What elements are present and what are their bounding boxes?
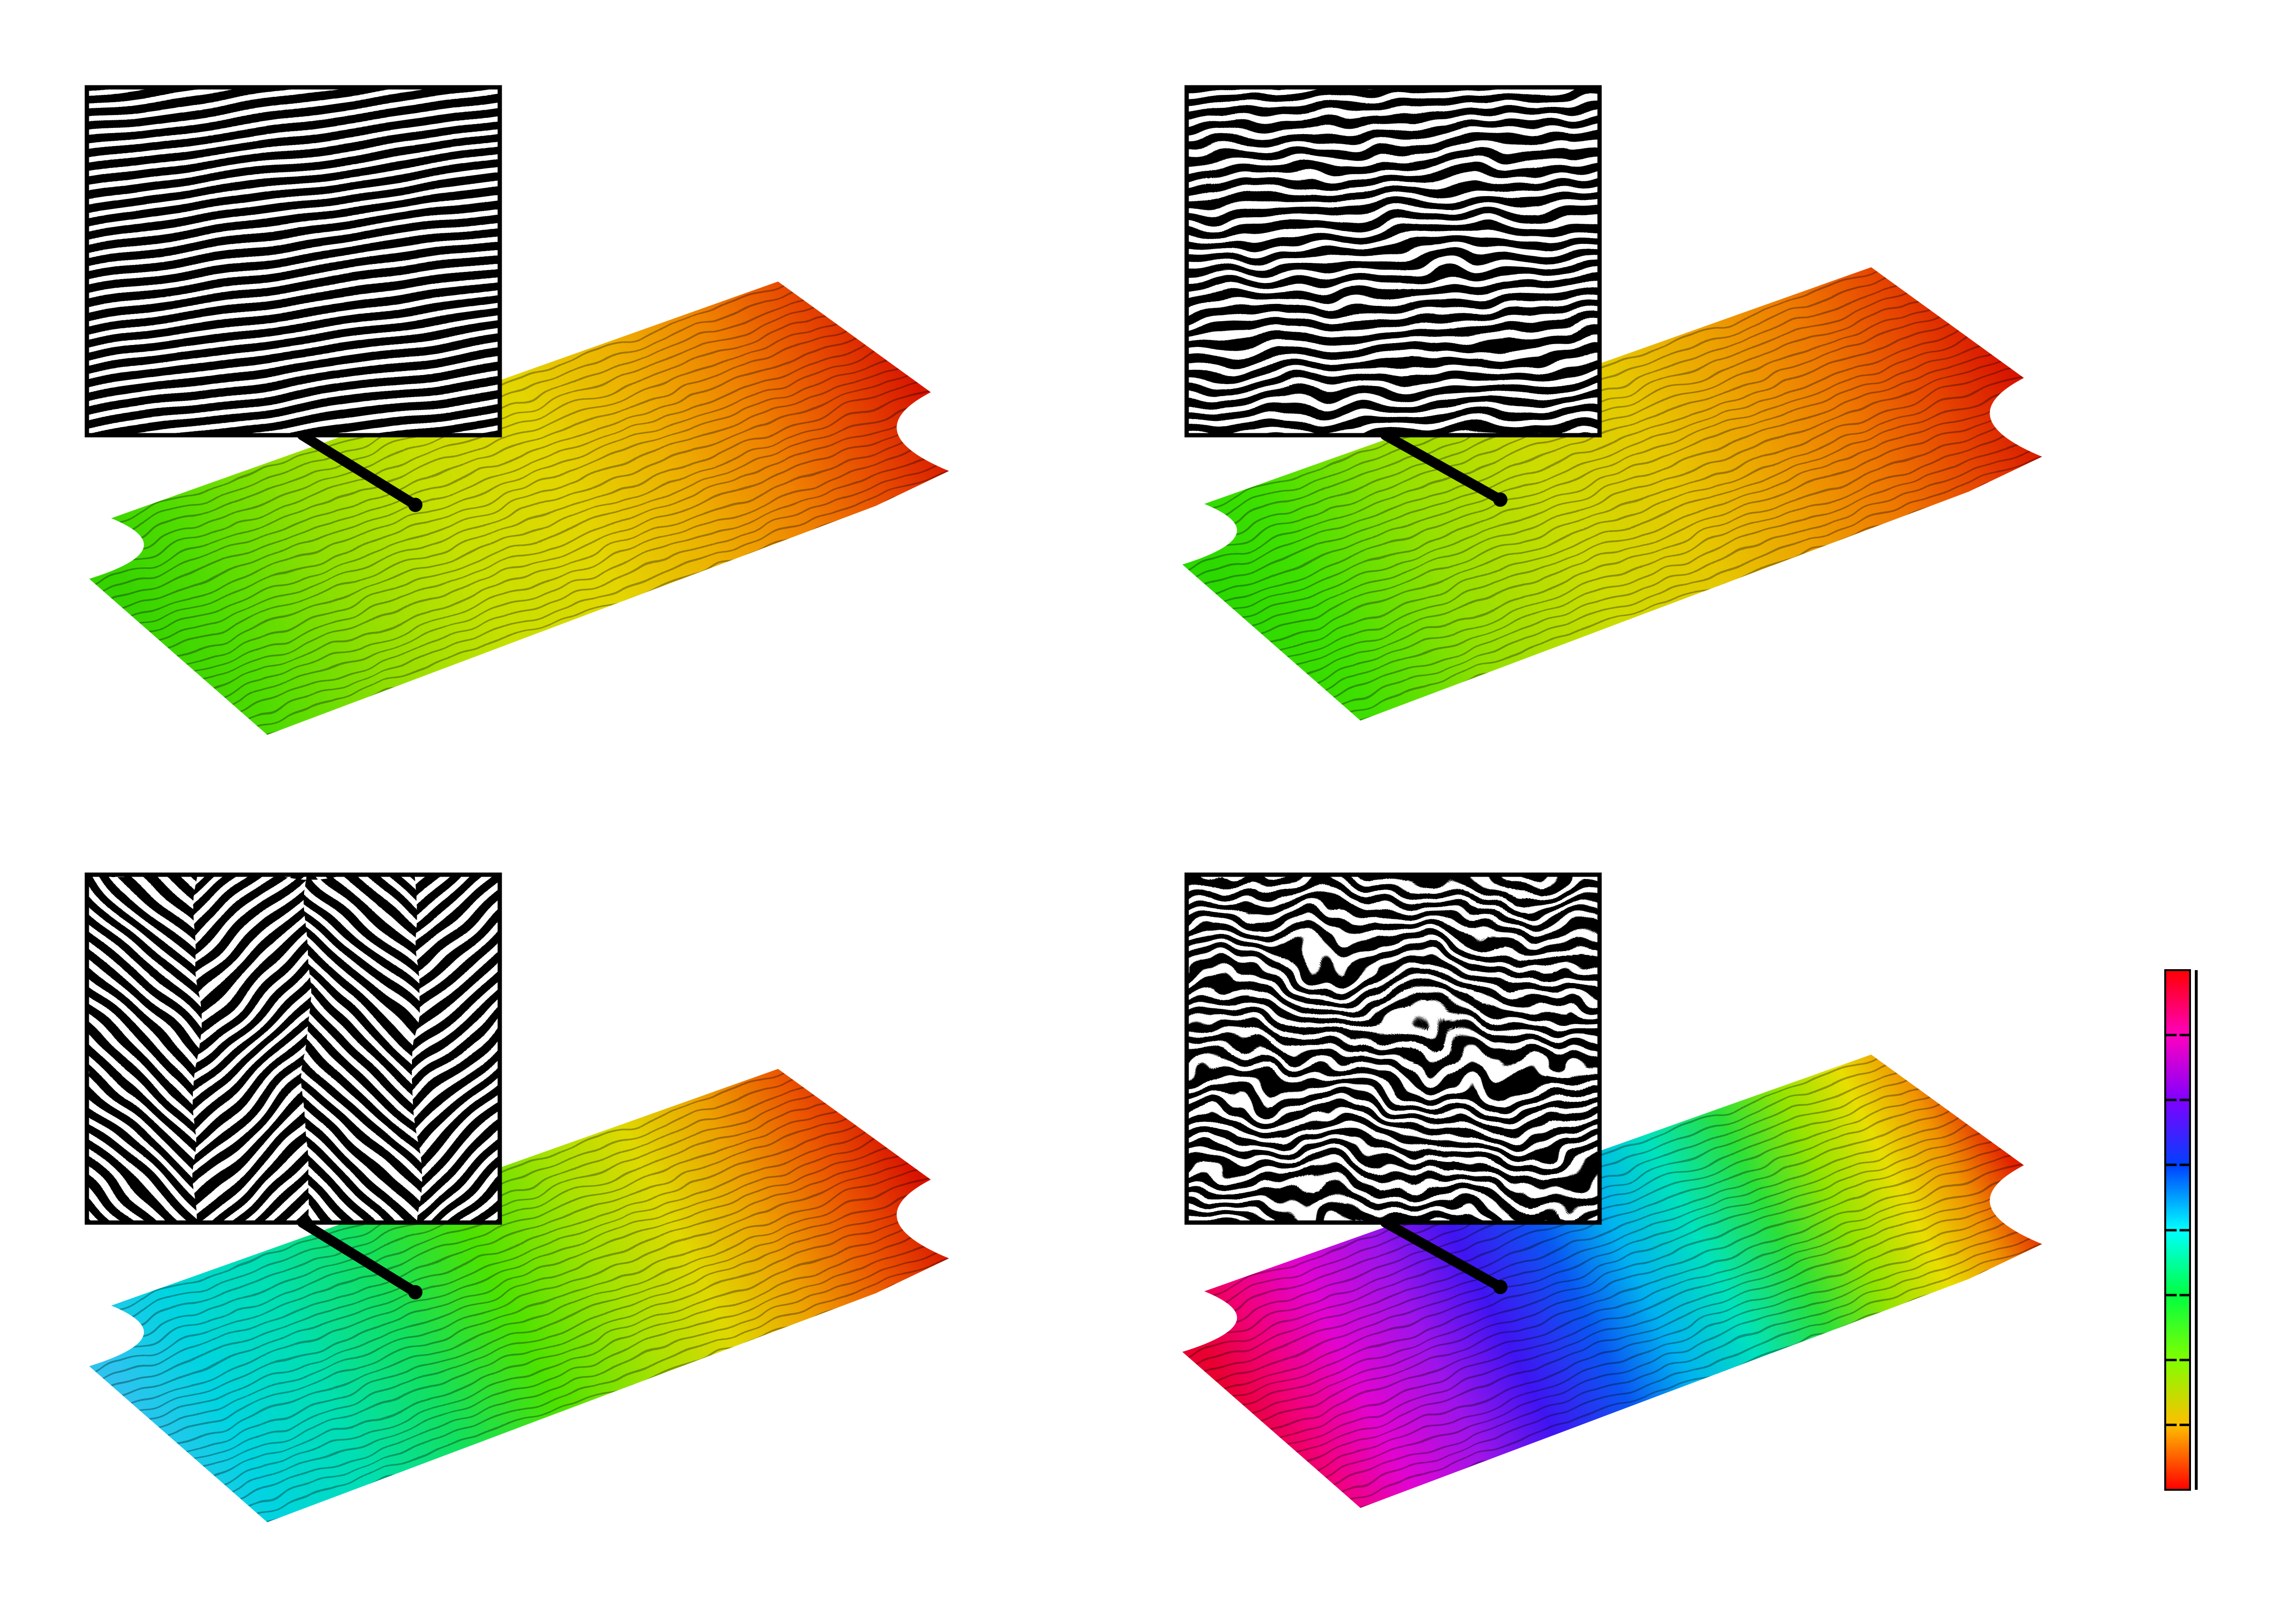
callout-line [1380,430,1506,505]
inset-micrograph [84,85,502,438]
inset-border [1184,85,1602,438]
inset-pattern [1187,875,1600,1223]
inset-pattern [87,875,500,1223]
panel-bottom-right [1182,872,2042,1508]
inset-border [84,85,502,438]
callout-dot [1493,492,1507,507]
callout-line [297,430,421,510]
inset-micrograph [84,872,502,1225]
inset-pattern [1187,87,1600,435]
inset-micrograph [1184,85,1602,438]
colorbar-ticks [2166,1034,2189,1426]
callout-dot [408,1285,422,1299]
callout-line [297,1217,421,1297]
callout-dot [408,498,422,512]
callout-line [1380,1217,1506,1292]
inset-micrograph [1184,872,1602,1225]
panel-bottom-left [84,872,949,1522]
inset-border [84,872,502,1225]
colorbar [2164,969,2198,1491]
inset-border [1184,872,1602,1225]
colorbar-edge-line [2195,970,2198,1490]
inset-pattern [87,87,500,435]
panel-top-left [84,85,949,735]
panel-top-right [1182,85,2042,721]
callout-dot [1493,1280,1507,1294]
